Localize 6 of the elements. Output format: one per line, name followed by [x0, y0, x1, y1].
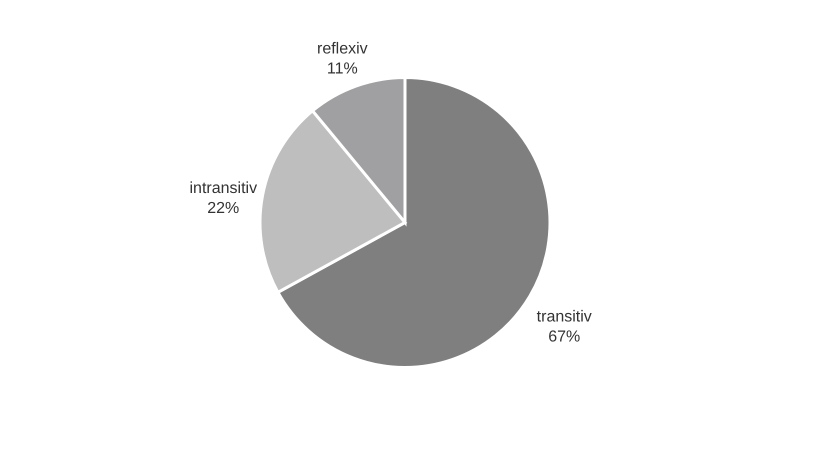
slice-label: intransitiv [189, 180, 258, 197]
data-label: 11% [326, 60, 358, 78]
slice-label: reflexiv [316, 40, 368, 58]
data-label: 67% [548, 328, 580, 346]
slice-label: transitiv [536, 308, 592, 326]
data-label: 22% [207, 200, 240, 217]
